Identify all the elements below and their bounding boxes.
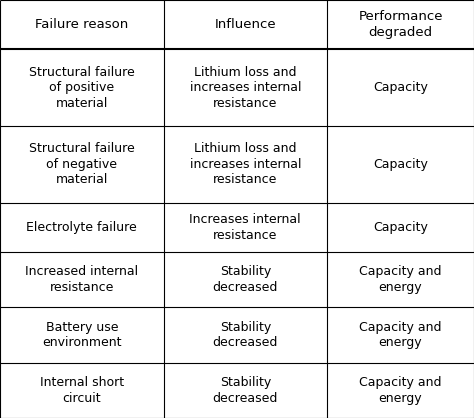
Text: Failure reason: Failure reason xyxy=(35,18,128,31)
Text: Capacity: Capacity xyxy=(373,81,428,94)
Text: Stability
decreased: Stability decreased xyxy=(213,265,278,294)
Bar xyxy=(0,252,164,307)
Bar xyxy=(0,126,164,203)
Text: Performance
degraded: Performance degraded xyxy=(358,10,443,39)
Text: Influence: Influence xyxy=(214,18,276,31)
Text: Electrolyte failure: Electrolyte failure xyxy=(27,221,137,234)
Bar xyxy=(164,49,327,126)
Text: Structural failure
of positive
material: Structural failure of positive material xyxy=(29,66,135,110)
Text: Capacity and
energy: Capacity and energy xyxy=(359,265,442,294)
Bar xyxy=(164,363,327,418)
Text: Lithium loss and
increases internal
resistance: Lithium loss and increases internal resi… xyxy=(190,143,301,186)
Bar xyxy=(327,126,474,203)
Text: Capacity and
energy: Capacity and energy xyxy=(359,321,442,349)
Bar xyxy=(0,49,164,126)
Text: Stability
decreased: Stability decreased xyxy=(213,376,278,405)
Text: Capacity and
energy: Capacity and energy xyxy=(359,376,442,405)
Bar xyxy=(327,0,474,49)
Text: Structural failure
of negative
material: Structural failure of negative material xyxy=(29,143,135,186)
Bar xyxy=(327,203,474,252)
Bar xyxy=(327,252,474,307)
Text: Increases internal
resistance: Increases internal resistance xyxy=(190,213,301,242)
Bar xyxy=(0,0,164,49)
Bar xyxy=(164,252,327,307)
Text: Increased internal
resistance: Increased internal resistance xyxy=(25,265,138,294)
Bar xyxy=(164,0,327,49)
Text: Capacity: Capacity xyxy=(373,158,428,171)
Text: Lithium loss and
increases internal
resistance: Lithium loss and increases internal resi… xyxy=(190,66,301,110)
Bar xyxy=(327,307,474,363)
Bar xyxy=(164,307,327,363)
Bar xyxy=(327,363,474,418)
Bar xyxy=(0,363,164,418)
Text: Battery use
environment: Battery use environment xyxy=(42,321,121,349)
Text: Internal short
circuit: Internal short circuit xyxy=(40,376,124,405)
Text: Capacity: Capacity xyxy=(373,221,428,234)
Bar xyxy=(164,203,327,252)
Bar xyxy=(164,126,327,203)
Bar xyxy=(327,49,474,126)
Text: Stability
decreased: Stability decreased xyxy=(213,321,278,349)
Bar xyxy=(0,203,164,252)
Bar xyxy=(0,307,164,363)
